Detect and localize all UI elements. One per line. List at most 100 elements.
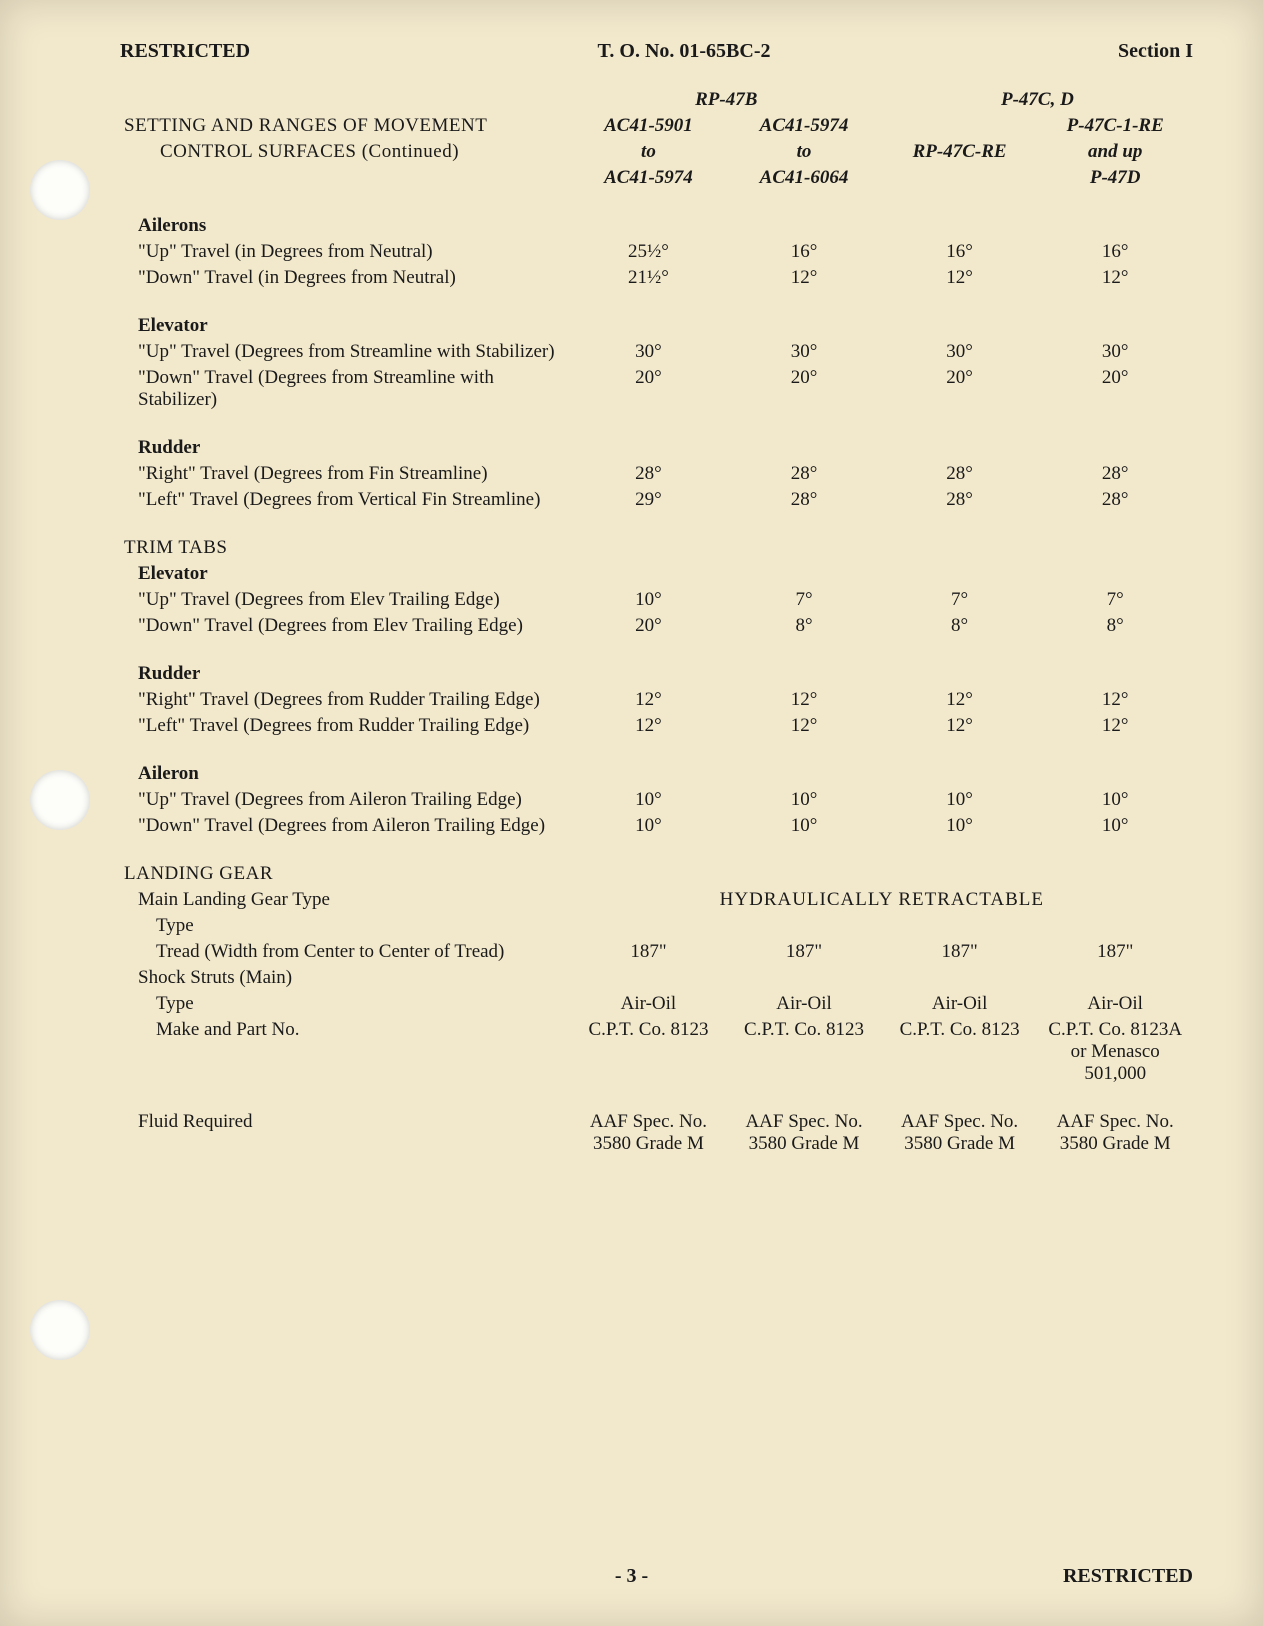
punch-hole: [30, 770, 90, 830]
header-to-number: T. O. No. 01-65BC-2: [250, 40, 1118, 63]
cell: 28°: [726, 461, 882, 487]
cell: 187": [571, 939, 727, 965]
page-header: RESTRICTED T. O. No. 01-65BC-2 Section I: [120, 40, 1193, 63]
lg-main-type-label: Main Landing Gear Type: [120, 887, 571, 913]
cell: 10°: [726, 787, 882, 813]
tt-rudder-left-label: "Left" Travel (Degrees from Rudder Trail…: [120, 713, 571, 739]
footer-restricted: RESTRICTED: [1063, 1565, 1193, 1588]
lg-main-type-val: HYDRAULICALLY RETRACTABLE: [571, 887, 1193, 913]
rudder-left-label: "Left" Travel (Degrees from Vertical Fin…: [120, 487, 571, 513]
cell: 28°: [1037, 461, 1193, 487]
cell: 20°: [571, 365, 727, 413]
cell: 30°: [726, 339, 882, 365]
cell: 10°: [571, 787, 727, 813]
col4-line3: P-47D: [1037, 165, 1193, 191]
cell: 28°: [882, 487, 1038, 513]
cell: C.P.T. Co. 8123: [882, 1017, 1038, 1087]
tt-ail-up-label: "Up" Travel (Degrees from Aileron Traili…: [120, 787, 571, 813]
cell: C.P.T. Co. 8123: [726, 1017, 882, 1087]
cell: 12°: [1037, 713, 1193, 739]
header-restricted: RESTRICTED: [120, 40, 250, 63]
cell: 10°: [882, 787, 1038, 813]
cell: 12°: [571, 713, 727, 739]
cell: 12°: [882, 687, 1038, 713]
ailerons-down-label: "Down" Travel (in Degrees from Neutral): [120, 265, 571, 291]
cell: 12°: [571, 687, 727, 713]
lg-type-label: Type: [120, 913, 571, 939]
cell: 30°: [1037, 339, 1193, 365]
cell: 21½°: [571, 265, 727, 291]
cell: 12°: [1037, 265, 1193, 291]
cell: AAF Spec. No. 3580 Grade M: [882, 1109, 1038, 1157]
cell: 10°: [882, 813, 1038, 839]
cell: AAF Spec. No. 3580 Grade M: [571, 1109, 727, 1157]
cell: Air-Oil: [571, 991, 727, 1017]
tt-rudder-right-label: "Right" Travel (Degrees from Rudder Trai…: [120, 687, 571, 713]
col4-line1: P-47C-1-RE: [1037, 113, 1193, 139]
title-line1: SETTING AND RANGES OF MOVEMENT: [120, 113, 571, 139]
lg-fluid-label: Fluid Required: [120, 1109, 571, 1157]
cell: 187": [882, 939, 1038, 965]
cell: 7°: [1037, 587, 1193, 613]
col4-line2: and up: [1037, 139, 1193, 165]
title-line2: CONTROL SURFACES (Continued): [120, 139, 571, 165]
cell: 10°: [1037, 813, 1193, 839]
cell: 16°: [1037, 239, 1193, 265]
cell: 12°: [1037, 687, 1193, 713]
cell: 10°: [571, 587, 727, 613]
rudder-head: Rudder: [120, 435, 571, 461]
col2-line3: AC41-6064: [726, 165, 882, 191]
cell: 28°: [726, 487, 882, 513]
cell: 10°: [1037, 787, 1193, 813]
cell: 28°: [882, 461, 1038, 487]
cell: 10°: [726, 813, 882, 839]
lg-struts-label: Shock Struts (Main): [120, 965, 571, 991]
landing-gear-head: LANDING GEAR: [120, 861, 571, 887]
col-group-rp47b: RP-47B: [571, 87, 882, 113]
cell: 30°: [882, 339, 1038, 365]
col1-line1: AC41-5901: [571, 113, 727, 139]
lg-struts-type-label: Type: [120, 991, 571, 1017]
cell: Air-Oil: [726, 991, 882, 1017]
cell: 30°: [571, 339, 727, 365]
cell: 12°: [726, 687, 882, 713]
cell: 8°: [1037, 613, 1193, 639]
header-section: Section I: [1118, 40, 1193, 63]
cell: 187": [726, 939, 882, 965]
cell: 8°: [726, 613, 882, 639]
cell: 16°: [726, 239, 882, 265]
cell: 12°: [726, 713, 882, 739]
trim-tabs-head: TRIM TABS: [120, 535, 571, 561]
document-page: RESTRICTED T. O. No. 01-65BC-2 Section I…: [0, 0, 1263, 1626]
tt-elev-up-label: "Up" Travel (Degrees from Elev Trailing …: [120, 587, 571, 613]
elevator-head: Elevator: [120, 313, 571, 339]
tt-elevator-head: Elevator: [120, 561, 571, 587]
cell: 7°: [726, 587, 882, 613]
cell: 12°: [726, 265, 882, 291]
rudder-right-label: "Right" Travel (Degrees from Fin Streaml…: [120, 461, 571, 487]
cell: 10°: [571, 813, 727, 839]
punch-hole: [30, 160, 90, 220]
tt-rudder-head: Rudder: [120, 661, 571, 687]
cell: 187": [1037, 939, 1193, 965]
elevator-up-label: "Up" Travel (Degrees from Streamline wit…: [120, 339, 571, 365]
cell: 20°: [1037, 365, 1193, 413]
col-group-p47cd: P-47C, D: [882, 87, 1193, 113]
cell: 16°: [882, 239, 1038, 265]
cell: Air-Oil: [1037, 991, 1193, 1017]
cell: C.P.T. Co. 8123: [571, 1017, 727, 1087]
cell: 8°: [882, 613, 1038, 639]
tt-ail-down-label: "Down" Travel (Degrees from Aileron Trai…: [120, 813, 571, 839]
tt-aileron-head: Aileron: [120, 761, 571, 787]
cell: 29°: [571, 487, 727, 513]
col3-line1: RP-47C-RE: [882, 139, 1038, 165]
lg-make-label: Make and Part No.: [120, 1017, 571, 1087]
cell: 12°: [882, 265, 1038, 291]
cell: Air-Oil: [882, 991, 1038, 1017]
cell: 7°: [882, 587, 1038, 613]
col1-line3: AC41-5974: [571, 165, 727, 191]
punch-hole: [30, 1300, 90, 1360]
elevator-down-label: "Down" Travel (Degrees from Streamline w…: [120, 365, 571, 413]
cell: 28°: [1037, 487, 1193, 513]
col1-line2: to: [571, 139, 727, 165]
